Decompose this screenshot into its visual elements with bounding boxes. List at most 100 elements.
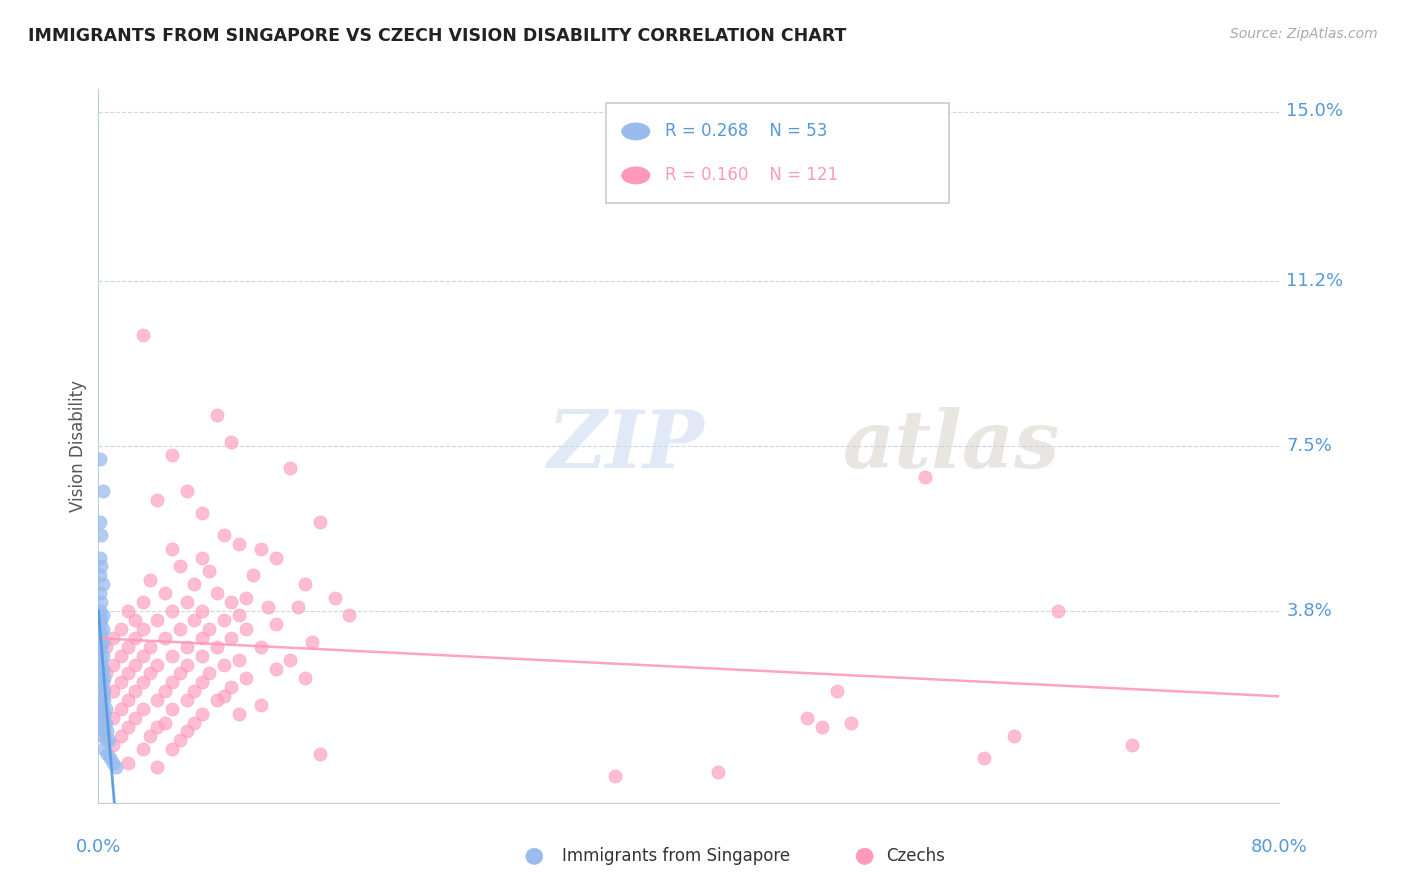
Point <box>93 724 115 739</box>
Point <box>96 724 118 739</box>
Point <box>309 747 332 761</box>
Point <box>605 769 627 783</box>
Point <box>91 662 114 676</box>
Point <box>191 675 214 690</box>
Point <box>212 528 235 542</box>
Point <box>97 733 120 747</box>
Point <box>91 608 114 623</box>
Point <box>198 666 221 681</box>
Point <box>90 626 112 640</box>
Point <box>294 577 316 591</box>
Point <box>250 541 273 556</box>
Point <box>191 706 214 721</box>
Point <box>146 720 169 734</box>
Point <box>205 640 228 654</box>
Point <box>105 760 128 774</box>
Point <box>250 640 273 654</box>
Y-axis label: Vision Disability: Vision Disability <box>69 380 87 512</box>
Point <box>132 595 155 609</box>
Text: R = 0.160    N = 121: R = 0.160 N = 121 <box>665 167 838 185</box>
Point <box>124 631 146 645</box>
Point <box>89 657 111 672</box>
Text: 80.0%: 80.0% <box>1251 838 1308 856</box>
Point <box>176 693 198 707</box>
Point <box>110 648 132 663</box>
Point <box>89 550 111 565</box>
Circle shape <box>621 167 650 184</box>
Text: R = 0.268    N = 53: R = 0.268 N = 53 <box>665 122 828 140</box>
Point <box>235 671 257 685</box>
Point <box>94 715 117 730</box>
Point <box>337 608 360 623</box>
Point <box>89 689 111 703</box>
Point <box>235 591 257 605</box>
Point <box>162 604 183 618</box>
Point <box>212 657 235 672</box>
Point <box>228 608 250 623</box>
Point <box>183 684 205 698</box>
Point <box>153 715 176 730</box>
Point <box>94 666 117 681</box>
FancyBboxPatch shape <box>606 103 949 203</box>
Point <box>153 586 176 600</box>
Point <box>205 408 228 422</box>
Point <box>219 434 242 449</box>
Point <box>132 675 155 690</box>
Point <box>89 698 111 712</box>
Point <box>250 698 273 712</box>
Point <box>228 706 250 721</box>
Point <box>94 640 117 654</box>
Point <box>205 693 228 707</box>
Point <box>124 657 146 672</box>
Point <box>90 653 112 667</box>
Point <box>117 693 139 707</box>
Point <box>146 492 169 507</box>
Text: atlas: atlas <box>842 408 1060 484</box>
Point <box>91 483 114 498</box>
Point <box>110 702 132 716</box>
Point <box>176 640 198 654</box>
Point <box>110 622 132 636</box>
Point <box>146 760 169 774</box>
Point <box>309 515 332 529</box>
Point <box>93 684 115 698</box>
Point <box>139 573 162 587</box>
Point <box>162 648 183 663</box>
Point <box>1046 604 1069 618</box>
Point <box>90 595 112 609</box>
Point <box>176 657 198 672</box>
Point <box>132 702 155 716</box>
Point <box>89 452 111 467</box>
Point <box>257 599 280 614</box>
Text: Czechs: Czechs <box>886 847 945 865</box>
Point <box>146 693 169 707</box>
Point <box>219 595 242 609</box>
Point <box>90 680 112 694</box>
Point <box>146 657 169 672</box>
Point <box>132 622 155 636</box>
Point <box>973 751 995 765</box>
Point <box>91 648 114 663</box>
Point <box>89 675 111 690</box>
Point <box>153 684 176 698</box>
Text: Immigrants from Singapore: Immigrants from Singapore <box>562 847 790 865</box>
Point <box>94 702 117 716</box>
Point <box>219 680 242 694</box>
Point <box>796 711 818 725</box>
Point <box>212 613 235 627</box>
Point <box>169 666 191 681</box>
Point <box>212 689 235 703</box>
Point <box>294 671 316 685</box>
Point <box>191 604 214 618</box>
Text: ZIP: ZIP <box>547 408 704 484</box>
Point <box>124 613 146 627</box>
Point <box>301 635 323 649</box>
Point <box>162 675 183 690</box>
Point <box>914 470 936 484</box>
Point <box>219 631 242 645</box>
Point <box>839 715 862 730</box>
Point <box>169 733 191 747</box>
Point <box>91 729 114 743</box>
Text: 7.5%: 7.5% <box>1286 437 1333 455</box>
Point <box>89 604 111 618</box>
